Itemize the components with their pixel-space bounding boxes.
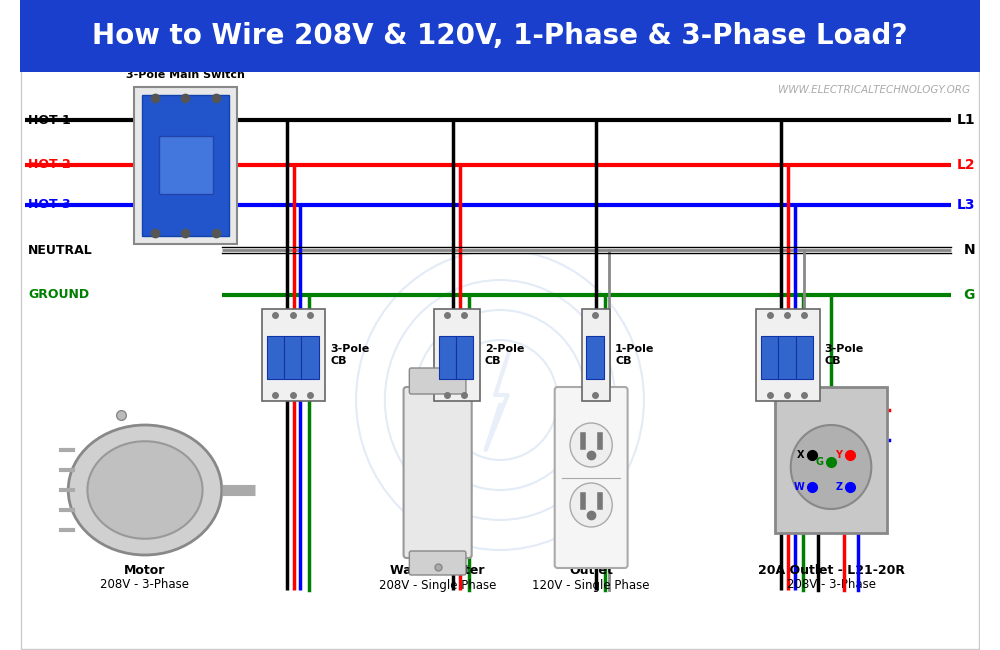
Text: W: W: [793, 482, 804, 492]
Text: 20A Outlet - L21-20R: 20A Outlet - L21-20R: [758, 564, 905, 577]
FancyBboxPatch shape: [301, 336, 319, 378]
FancyBboxPatch shape: [284, 336, 301, 378]
Text: L2: L2: [956, 158, 975, 172]
Text: L1: L1: [956, 113, 975, 127]
FancyBboxPatch shape: [456, 336, 473, 378]
FancyBboxPatch shape: [756, 309, 820, 401]
FancyBboxPatch shape: [142, 95, 229, 236]
FancyBboxPatch shape: [586, 336, 604, 378]
Text: HOT 2: HOT 2: [28, 159, 71, 172]
FancyBboxPatch shape: [778, 336, 796, 378]
FancyBboxPatch shape: [134, 87, 237, 244]
Text: 3-Pole Main Switch: 3-Pole Main Switch: [126, 70, 245, 80]
Text: Y: Y: [836, 450, 843, 460]
Text: NEUTRAL: NEUTRAL: [28, 244, 93, 257]
Text: 208V - Single Phase: 208V - Single Phase: [379, 578, 496, 592]
Text: N: N: [963, 243, 975, 257]
Ellipse shape: [87, 441, 203, 539]
Bar: [20, 0, 980, 72]
Text: G: G: [815, 457, 823, 467]
FancyBboxPatch shape: [404, 387, 472, 558]
Text: G: G: [964, 288, 975, 302]
FancyBboxPatch shape: [262, 309, 325, 401]
Text: 3-Pole
CB: 3-Pole CB: [824, 344, 864, 366]
Circle shape: [570, 423, 612, 467]
FancyBboxPatch shape: [555, 387, 628, 568]
Text: 208V - 3-Phase: 208V - 3-Phase: [100, 578, 189, 592]
FancyBboxPatch shape: [434, 309, 480, 401]
Text: Z: Z: [835, 482, 843, 492]
FancyBboxPatch shape: [439, 336, 456, 378]
Text: 1-Pole
CB: 1-Pole CB: [615, 344, 655, 366]
Text: 208V - 3-Phase: 208V - 3-Phase: [787, 578, 876, 592]
FancyBboxPatch shape: [796, 336, 813, 378]
Text: Water
Heater: Water Heater: [419, 442, 457, 463]
FancyBboxPatch shape: [409, 368, 466, 394]
Text: X: X: [797, 450, 804, 460]
Text: WWW.ELECTRICALTECHNOLOGY.ORG: WWW.ELECTRICALTECHNOLOGY.ORG: [778, 85, 970, 95]
FancyBboxPatch shape: [775, 387, 887, 533]
FancyBboxPatch shape: [267, 336, 284, 378]
Text: 120V - Single Phase: 120V - Single Phase: [532, 578, 650, 592]
Circle shape: [570, 483, 612, 527]
Text: Motor: Motor: [124, 564, 166, 577]
Ellipse shape: [68, 425, 222, 555]
Text: GROUND: GROUND: [28, 289, 89, 302]
Text: HOT 1: HOT 1: [28, 114, 71, 127]
FancyBboxPatch shape: [159, 136, 213, 194]
Text: HOT 3: HOT 3: [28, 198, 71, 211]
Text: 3-Pole
CB: 3-Pole CB: [330, 344, 369, 366]
Circle shape: [791, 425, 871, 509]
FancyBboxPatch shape: [761, 336, 778, 378]
Text: Water Heater: Water Heater: [390, 564, 485, 577]
FancyBboxPatch shape: [582, 309, 610, 401]
Text: Outlet: Outlet: [569, 564, 613, 577]
Text: 2-Pole
CB: 2-Pole CB: [485, 344, 524, 366]
Text: How to Wire 208V & 120V, 1-Phase & 3-Phase Load?: How to Wire 208V & 120V, 1-Phase & 3-Pha…: [92, 22, 908, 50]
FancyBboxPatch shape: [409, 551, 466, 575]
Text: L3: L3: [956, 198, 975, 212]
